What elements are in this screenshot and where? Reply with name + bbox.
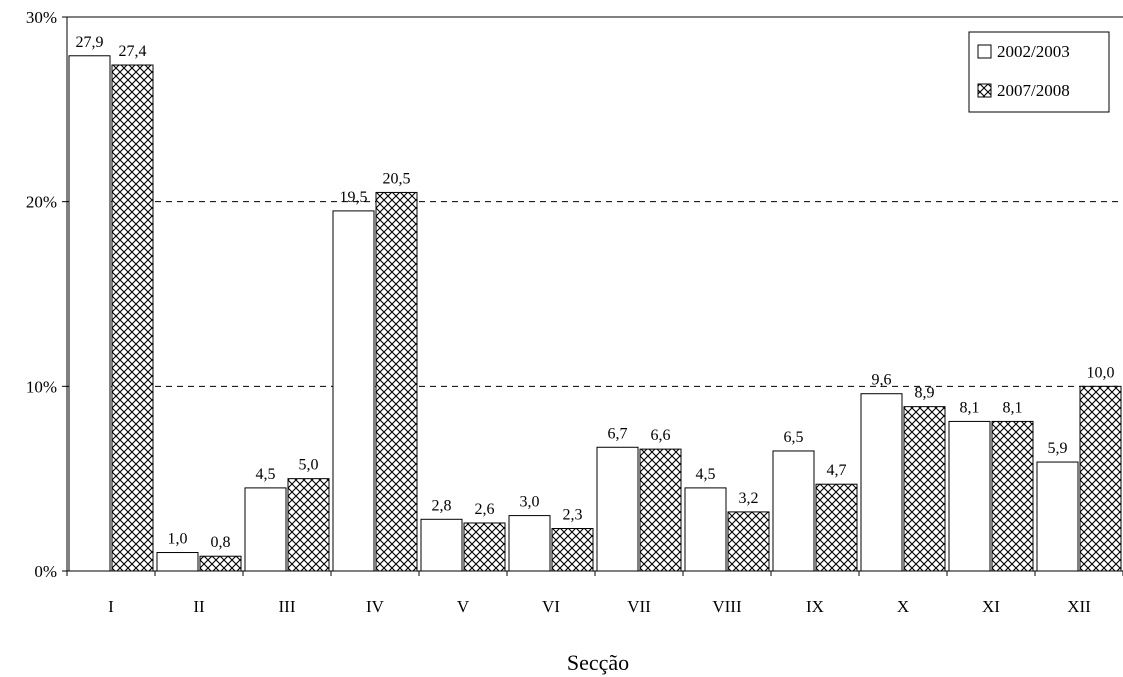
bar-2002-2003-VIII — [684, 487, 727, 572]
y-tick-label: 10% — [26, 377, 57, 396]
bar-2002-2003-XII — [1036, 461, 1079, 572]
data-label: 8,1 — [960, 399, 980, 416]
bar-2002-2003-V — [420, 518, 463, 572]
data-label: 1,0 — [168, 531, 188, 548]
category-label: VI — [542, 597, 560, 616]
data-label: 20,5 — [383, 170, 411, 187]
data-label: 27,4 — [119, 43, 147, 60]
data-label: 2,3 — [563, 507, 583, 524]
bar-2007-2008-XII — [1079, 385, 1122, 572]
category-label: XI — [982, 597, 1000, 616]
bar-2002-2003-II — [156, 552, 199, 572]
y-tick-label: 20% — [26, 193, 57, 212]
bar-2007-2008-II — [199, 555, 242, 572]
data-label: 4,5 — [696, 466, 716, 483]
data-labels: 27,9 1,0 4,5 19,5 2,8 3,0 6,7 4,5 6,5 9,6 8,1 5,9 27… — [76, 34, 1115, 551]
data-label: 5,0 — [299, 457, 319, 474]
grid-lines — [67, 16, 1123, 387]
bar-2007-2008-IX — [815, 483, 858, 572]
data-label: 6,5 — [784, 429, 804, 446]
category-label: III — [279, 597, 296, 616]
bar-2002-2003-VI — [508, 515, 551, 572]
bars — [68, 55, 1122, 572]
data-label: 5,9 — [1048, 440, 1068, 457]
category-label: II — [193, 597, 205, 616]
bar-2002-2003-X — [860, 393, 903, 572]
legend-label-2002-2003: 2002/2003 — [997, 42, 1070, 61]
data-label: 6,7 — [608, 425, 628, 442]
bar-2007-2008-IV — [375, 191, 418, 572]
bar-2002-2003-III — [244, 487, 287, 572]
data-label: 3,2 — [739, 490, 759, 507]
data-label: 9,6 — [872, 372, 892, 389]
data-label: 0,8 — [211, 534, 231, 551]
bar-2007-2008-V — [463, 522, 506, 572]
data-label: 27,9 — [76, 34, 104, 51]
category-label: V — [457, 597, 470, 616]
bar-2007-2008-VIII — [727, 511, 770, 572]
data-label: 3,0 — [520, 494, 540, 511]
bar-2002-2003-I — [68, 55, 111, 572]
x-axis-title: Secção — [567, 650, 629, 675]
data-label: 8,9 — [915, 385, 935, 402]
y-tick-label: 30% — [26, 8, 57, 27]
bar-2007-2008-X — [903, 406, 946, 572]
data-label: 6,6 — [651, 427, 671, 444]
bar-2007-2008-VI — [551, 528, 594, 572]
legend-swatch-2002-2003 — [977, 44, 992, 59]
legend-label-2007-2008: 2007/2008 — [997, 81, 1070, 100]
data-label: 2,6 — [475, 501, 495, 518]
bar-2002-2003-XI — [948, 420, 991, 572]
bar-2007-2008-III — [287, 478, 330, 572]
data-label: 2,8 — [432, 497, 452, 514]
bar-2007-2008-XI — [991, 420, 1034, 572]
axes: 0%10%20%30%I II III IV V VI VII VIII IX X XI XII — [26, 8, 1123, 616]
data-label: 19,5 — [340, 189, 368, 206]
category-label: VIII — [712, 597, 742, 616]
legend: 2002/2003 2007/2008 — [968, 31, 1110, 113]
data-label: 4,7 — [827, 462, 847, 479]
legend-frame — [968, 31, 1110, 113]
category-label: I — [108, 597, 114, 616]
bar-2007-2008-VII — [639, 448, 682, 572]
bar-2002-2003-IX — [772, 450, 815, 572]
category-label: IX — [806, 597, 824, 616]
bar-2007-2008-I — [111, 64, 154, 572]
category-label: VII — [627, 597, 651, 616]
bar-2002-2003-IV — [332, 210, 375, 572]
category-label: X — [897, 597, 909, 616]
category-label: IV — [366, 597, 385, 616]
bar-2002-2003-VII — [596, 446, 639, 572]
data-label: 8,1 — [1003, 399, 1023, 416]
y-tick-label: 0% — [34, 562, 57, 581]
legend-swatch-2007-2008 — [977, 83, 992, 98]
category-label: XII — [1067, 597, 1091, 616]
data-label: 4,5 — [256, 466, 276, 483]
data-label: 10,0 — [1087, 364, 1115, 381]
